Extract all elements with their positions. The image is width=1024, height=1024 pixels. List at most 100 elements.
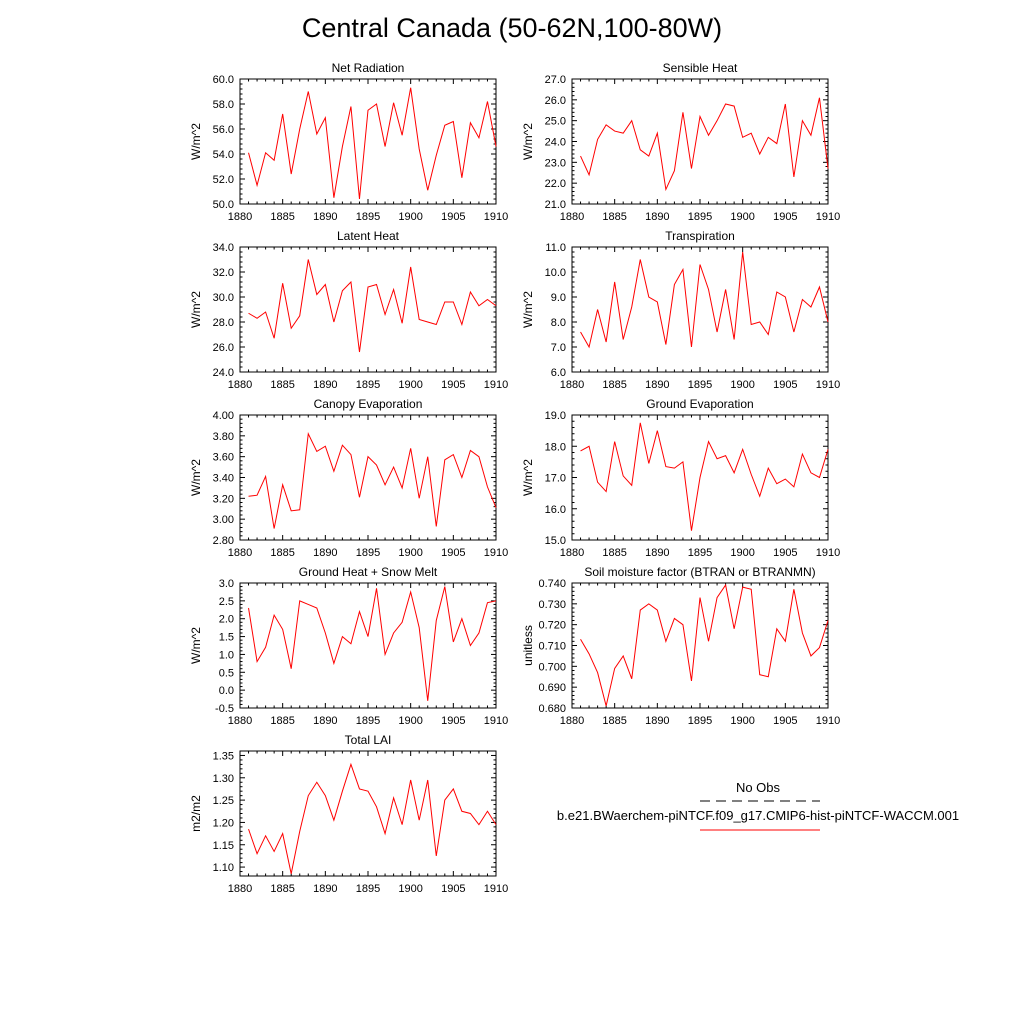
plot-frame: [239, 78, 497, 205]
x-tick-label: 1900: [730, 211, 754, 223]
y-tick-label: 1.25: [213, 795, 234, 807]
series-line: [580, 422, 829, 531]
series-line: [248, 431, 497, 529]
y-tick-label: 27.0: [545, 74, 566, 86]
x-tick-label: 1905: [441, 715, 465, 727]
x-tick-label: 1890: [645, 211, 669, 223]
x-tick-label: 1885: [602, 547, 626, 559]
y-axis-label: W/m^2: [189, 459, 203, 496]
y-tick-label: 8.0: [551, 317, 566, 329]
x-tick-label: 1900: [398, 211, 422, 223]
x-tick-label: 1890: [313, 379, 337, 391]
y-tick-label: 0.5: [219, 667, 234, 679]
y-tick-label: 3.00: [213, 514, 234, 526]
y-tick-label: 0.690: [538, 682, 566, 694]
x-tick-label: 1900: [730, 715, 754, 727]
y-tick-label: 10.0: [545, 267, 566, 279]
x-tick-label: 1885: [602, 211, 626, 223]
x-tick-label: 1885: [270, 547, 294, 559]
legend: No Obs b.e21.BWaerchem-piNTCF.f09_g17.CM…: [557, 780, 959, 831]
y-tick-label: 2.80: [213, 535, 234, 547]
legend-obs-label: No Obs: [736, 780, 781, 795]
y-tick-label: 28.0: [213, 317, 234, 329]
series-line: [248, 87, 497, 200]
x-tick-label: 1910: [484, 211, 508, 223]
y-axis-label: m2/m2: [189, 795, 203, 832]
x-tick-label: 1880: [228, 547, 252, 559]
y-tick-label: 16.0: [545, 504, 566, 516]
x-tick-label: 1900: [730, 547, 754, 559]
x-tick-label: 1880: [560, 715, 584, 727]
y-axis-label: W/m^2: [521, 123, 535, 160]
y-tick-label: 0.740: [538, 578, 566, 590]
x-tick-label: 1885: [270, 883, 294, 895]
x-tick-label: 1905: [441, 379, 465, 391]
y-axis-label: W/m^2: [189, 123, 203, 160]
y-tick-label: 24.0: [213, 367, 234, 379]
y-tick-label: 21.0: [545, 199, 566, 211]
series-line: [248, 259, 497, 353]
panel-title: Ground Evaporation: [646, 397, 753, 411]
x-tick-label: 1895: [356, 547, 380, 559]
x-tick-label: 1885: [602, 379, 626, 391]
x-tick-label: 1905: [441, 883, 465, 895]
y-tick-label: 1.5: [219, 632, 234, 644]
y-tick-label: 52.0: [213, 174, 234, 186]
panel-title: Latent Heat: [337, 229, 400, 243]
y-axis-label: W/m^2: [521, 459, 535, 496]
x-tick-label: 1910: [484, 715, 508, 727]
y-tick-label: 3.20: [213, 493, 234, 505]
x-tick-label: 1895: [688, 547, 712, 559]
x-tick-label: 1910: [484, 883, 508, 895]
y-tick-label: 9.0: [551, 292, 566, 304]
series-line: [580, 583, 829, 707]
y-tick-label: 11.0: [545, 242, 566, 254]
y-tick-label: 18.0: [545, 441, 566, 453]
x-tick-label: 1885: [270, 715, 294, 727]
x-tick-label: 1905: [773, 547, 797, 559]
y-tick-label: 2.5: [219, 596, 234, 608]
legend-case-label: b.e21.BWaerchem-piNTCF.f09_g17.CMIP6-his…: [557, 808, 959, 823]
y-tick-label: 1.35: [213, 750, 234, 762]
plot-frame: [239, 582, 497, 709]
x-tick-label: 1890: [645, 379, 669, 391]
x-tick-label: 1910: [484, 379, 508, 391]
x-tick-label: 1890: [313, 883, 337, 895]
x-tick-label: 1905: [773, 379, 797, 391]
y-tick-label: 32.0: [213, 267, 234, 279]
y-tick-label: 0.720: [538, 620, 566, 632]
y-tick-label: 1.10: [213, 862, 234, 874]
x-tick-label: 1910: [816, 211, 840, 223]
y-tick-label: 1.15: [213, 840, 234, 852]
y-tick-label: 0.700: [538, 661, 566, 673]
x-tick-label: 1880: [560, 211, 584, 223]
y-axis-label: W/m^2: [521, 291, 535, 328]
y-tick-label: 4.00: [213, 410, 234, 422]
y-tick-label: 15.0: [545, 535, 566, 547]
x-tick-label: 1880: [560, 379, 584, 391]
figure-title: Central Canada (50-62N,100-80W): [301, 13, 723, 43]
y-tick-label: 3.80: [213, 431, 234, 443]
y-tick-label: 1.30: [213, 773, 234, 785]
x-tick-label: 1885: [270, 211, 294, 223]
panel-ground-heat-snow-melt: Ground Heat + Snow Melt W/m^2 1880 1885 1890…: [189, 565, 508, 727]
x-tick-label: 1905: [773, 715, 797, 727]
x-tick-label: 1890: [313, 715, 337, 727]
plot-frame: [239, 750, 497, 877]
x-tick-label: 1880: [228, 883, 252, 895]
y-axis-label: unitless: [521, 625, 535, 666]
x-tick-label: 1890: [645, 547, 669, 559]
y-tick-label: 0.0: [219, 685, 234, 697]
panel-net-radiation: Net Radiation W/m^2 1880 1885 1890 1895 1900 19…: [189, 61, 508, 223]
x-tick-label: 1910: [816, 379, 840, 391]
x-tick-label: 1890: [313, 547, 337, 559]
panel-title: Sensible Heat: [663, 61, 738, 75]
series-line: [580, 97, 829, 192]
x-tick-label: 1890: [645, 715, 669, 727]
y-tick-label: 58.0: [213, 99, 234, 111]
x-tick-label: 1895: [356, 379, 380, 391]
x-tick-label: 1890: [313, 211, 337, 223]
y-tick-label: 24.0: [545, 137, 566, 149]
panel-title: Canopy Evaporation: [314, 397, 423, 411]
series-line: [580, 251, 829, 349]
